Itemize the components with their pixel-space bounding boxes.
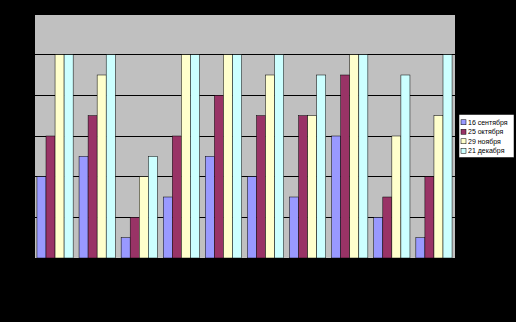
bar <box>308 116 317 258</box>
y-tick-mark <box>30 55 34 56</box>
bar <box>148 156 157 258</box>
bars <box>37 55 452 258</box>
bar <box>214 95 223 258</box>
bar <box>434 116 443 258</box>
bar <box>79 156 88 258</box>
legend-label: 29 ноября <box>468 138 501 146</box>
legend-swatch <box>461 129 466 134</box>
legend: 16 сентября25 октября 29 ноября21 декабря <box>459 115 514 158</box>
bar <box>299 116 308 258</box>
y-tick <box>30 136 34 137</box>
bar <box>139 177 148 258</box>
chart: 16 сентября25 октября 29 ноября21 декабря <box>0 0 516 322</box>
bar <box>233 55 242 258</box>
bar <box>256 116 265 258</box>
bar <box>223 55 232 258</box>
bar <box>317 75 326 258</box>
y-tick-mark <box>30 14 34 15</box>
bar <box>163 197 172 258</box>
bar <box>350 55 359 258</box>
bar <box>374 217 383 258</box>
bar <box>64 55 73 258</box>
y-tick <box>30 217 34 218</box>
y-tick-mark <box>30 217 34 218</box>
grid-line <box>34 54 455 55</box>
y-tick <box>30 95 34 96</box>
bar <box>205 156 214 258</box>
y-tick-mark <box>30 95 34 96</box>
legend-label: 25 октября <box>468 128 504 136</box>
legend-swatch <box>461 148 466 153</box>
y-tick-mark <box>30 136 34 137</box>
legend-swatch <box>461 120 466 125</box>
y-tick <box>30 177 34 178</box>
bar <box>275 55 284 258</box>
bar <box>97 75 106 258</box>
bar <box>46 136 55 258</box>
bar <box>106 55 115 258</box>
y-axis <box>30 15 35 259</box>
legend-swatch <box>461 139 466 144</box>
bar <box>425 177 434 258</box>
bar <box>172 136 181 258</box>
legend-label: 16 сентября <box>468 119 508 127</box>
y-tick <box>30 14 34 15</box>
bar <box>130 217 139 258</box>
grid-line <box>34 14 455 15</box>
grid <box>34 14 455 258</box>
x-axis-line <box>35 258 456 259</box>
bar <box>181 55 190 258</box>
bar <box>443 55 452 258</box>
y-tick-mark <box>30 258 34 259</box>
bar <box>341 75 350 258</box>
plot-area <box>34 14 455 258</box>
y-axis-line <box>30 15 35 259</box>
bar <box>401 75 410 258</box>
bar <box>383 197 392 258</box>
legend-box <box>459 115 514 158</box>
bar <box>359 55 368 258</box>
y-tick <box>30 55 34 56</box>
bar <box>55 55 64 258</box>
bar <box>247 177 256 258</box>
bar <box>121 238 130 258</box>
legend-label: 21 декабря <box>468 147 505 155</box>
bar <box>290 197 299 258</box>
background <box>0 0 516 322</box>
bar <box>416 238 425 258</box>
x-axis <box>35 258 456 260</box>
bar <box>190 55 199 258</box>
y-tick <box>30 258 34 259</box>
bar <box>266 75 275 258</box>
y-tick-mark <box>30 177 34 178</box>
bar <box>332 136 341 258</box>
bar <box>88 116 97 258</box>
bar <box>392 136 401 258</box>
bar <box>37 177 46 258</box>
